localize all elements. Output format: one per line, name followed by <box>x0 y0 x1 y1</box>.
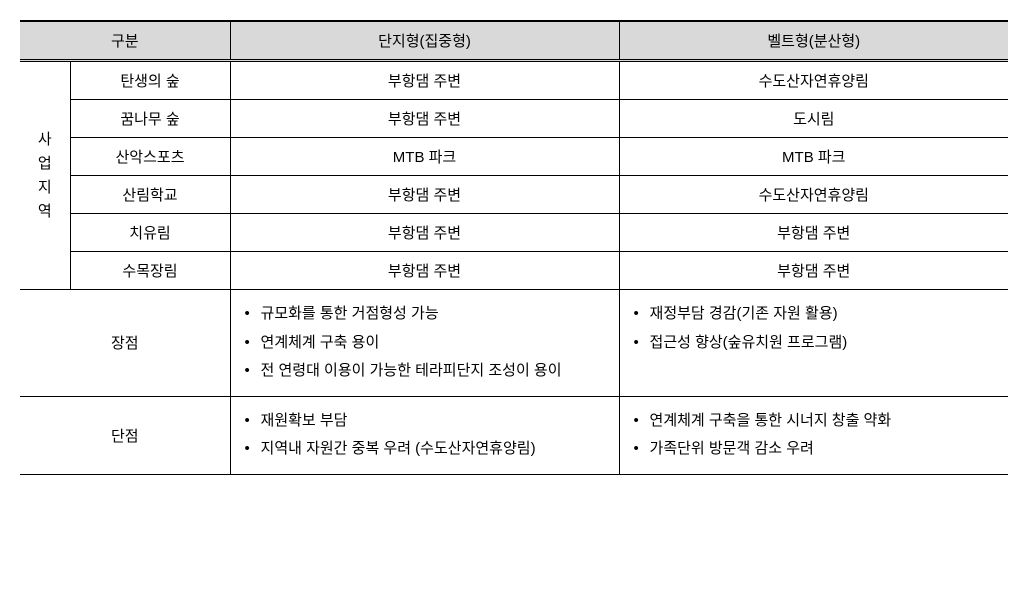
bullet: 가족단위 방문객 감소 우려 <box>634 435 995 464</box>
bullet: 재정부담 경감(기존 자원 활용) <box>634 300 995 329</box>
cell-a: 부항댐 주변 <box>230 61 619 100</box>
table-row: 산림학교 부항댐 주변 수도산자연휴양림 <box>20 176 1008 214</box>
cell-b: 부항댐 주변 <box>619 214 1008 252</box>
pros-row: 장점 규모화를 통한 거점형성 가능 연계체계 구축 용이 전 연령대 이용이 … <box>20 290 1008 397</box>
cell-a: MTB 파크 <box>230 138 619 176</box>
header-col-a: 단지형(집중형) <box>230 21 619 61</box>
bullet: 연계체계 구축을 통한 시너지 창출 약화 <box>634 407 995 436</box>
table-row: 치유림 부항댐 주변 부항댐 주변 <box>20 214 1008 252</box>
cell-b: 부항댐 주변 <box>619 252 1008 290</box>
cons-a: 재원확보 부담 지역내 자원간 중복 우려 (수도산자연휴양림) <box>230 396 619 474</box>
subcat: 꿈나무 숲 <box>70 100 230 138</box>
cell-a: 부항댐 주변 <box>230 252 619 290</box>
header-col-b: 벨트형(분산형) <box>619 21 1008 61</box>
comparison-table: 구분 단지형(집중형) 벨트형(분산형) 사업지역 탄생의 숲 부항댐 주변 수… <box>20 20 1008 475</box>
cons-b: 연계체계 구축을 통한 시너지 창출 약화 가족단위 방문객 감소 우려 <box>619 396 1008 474</box>
rowcat-label: 사업지역 <box>38 128 52 224</box>
subcat: 치유림 <box>70 214 230 252</box>
pros-label: 장점 <box>20 290 230 397</box>
bullet: 전 연령대 이용이 가능한 테라피단지 조성이 용이 <box>245 357 605 386</box>
bullet: 접근성 향상(숲유치원 프로그램) <box>634 329 995 358</box>
bullet: 지역내 자원간 중복 우려 (수도산자연휴양림) <box>245 435 605 464</box>
cell-a: 부항댐 주변 <box>230 100 619 138</box>
rowcat-business-area: 사업지역 <box>20 61 70 290</box>
header-gubun: 구분 <box>20 21 230 61</box>
bullet: 연계체계 구축 용이 <box>245 329 605 358</box>
subcat: 탄생의 숲 <box>70 61 230 100</box>
cell-b: MTB 파크 <box>619 138 1008 176</box>
pros-b: 재정부담 경감(기존 자원 활용) 접근성 향상(숲유치원 프로그램) <box>619 290 1008 397</box>
bullet: 재원확보 부담 <box>245 407 605 436</box>
cell-b: 도시림 <box>619 100 1008 138</box>
cell-a: 부항댐 주변 <box>230 176 619 214</box>
cons-row: 단점 재원확보 부담 지역내 자원간 중복 우려 (수도산자연휴양림) 연계체계… <box>20 396 1008 474</box>
subcat: 산림학교 <box>70 176 230 214</box>
table-row: 꿈나무 숲 부항댐 주변 도시림 <box>20 100 1008 138</box>
cell-b: 수도산자연휴양림 <box>619 61 1008 100</box>
table-header-row: 구분 단지형(집중형) 벨트형(분산형) <box>20 21 1008 61</box>
table-row: 사업지역 탄생의 숲 부항댐 주변 수도산자연휴양림 <box>20 61 1008 100</box>
bullet: 규모화를 통한 거점형성 가능 <box>245 300 605 329</box>
subcat: 수목장림 <box>70 252 230 290</box>
subcat: 산악스포츠 <box>70 138 230 176</box>
table-row: 산악스포츠 MTB 파크 MTB 파크 <box>20 138 1008 176</box>
cell-b: 수도산자연휴양림 <box>619 176 1008 214</box>
cons-label: 단점 <box>20 396 230 474</box>
cell-a: 부항댐 주변 <box>230 214 619 252</box>
table-row: 수목장림 부항댐 주변 부항댐 주변 <box>20 252 1008 290</box>
pros-a: 규모화를 통한 거점형성 가능 연계체계 구축 용이 전 연령대 이용이 가능한… <box>230 290 619 397</box>
